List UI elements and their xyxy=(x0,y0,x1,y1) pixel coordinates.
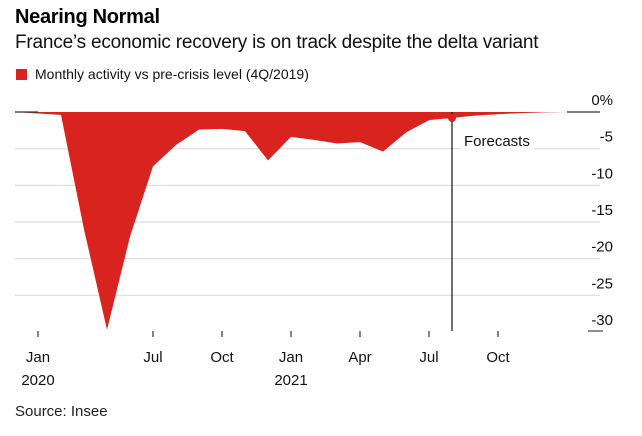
y-tick-label: -25 xyxy=(591,275,613,292)
x-tick-label: Jul xyxy=(419,349,438,366)
x-tick-label: Oct xyxy=(210,349,234,366)
x-tick-label: Oct xyxy=(486,349,510,366)
x-tick-year: 2020 xyxy=(21,372,54,389)
x-tick-label: Jul xyxy=(143,349,162,366)
annotation-bg xyxy=(462,131,534,151)
chart-title: Nearing Normal xyxy=(15,6,160,28)
chart-subtitle: France’s economic recovery is on track d… xyxy=(15,32,539,53)
y-tick-label: -15 xyxy=(591,202,613,219)
y-tick-label: -5 xyxy=(600,129,613,146)
x-tick-label: Jan xyxy=(279,349,303,366)
forecast-annotation: Forecasts xyxy=(464,133,530,150)
x-tick-label: Apr xyxy=(348,349,371,366)
forecast-dot xyxy=(448,113,456,122)
x-tick-year: 2021 xyxy=(274,372,307,389)
y-tick-label: -30 xyxy=(591,312,613,329)
y-tick-label: 0% xyxy=(591,92,613,109)
x-tick-label: Jan xyxy=(26,349,50,366)
y-tick-label: -10 xyxy=(591,165,613,182)
y-tick-label: -20 xyxy=(591,239,613,256)
source-note: Source: Insee xyxy=(15,403,108,420)
legend-label: Monthly activity vs pre-crisis level (4Q… xyxy=(35,66,309,82)
legend: Monthly activity vs pre-crisis level (4Q… xyxy=(16,66,309,82)
area-series xyxy=(15,112,567,330)
legend-swatch xyxy=(16,68,27,80)
